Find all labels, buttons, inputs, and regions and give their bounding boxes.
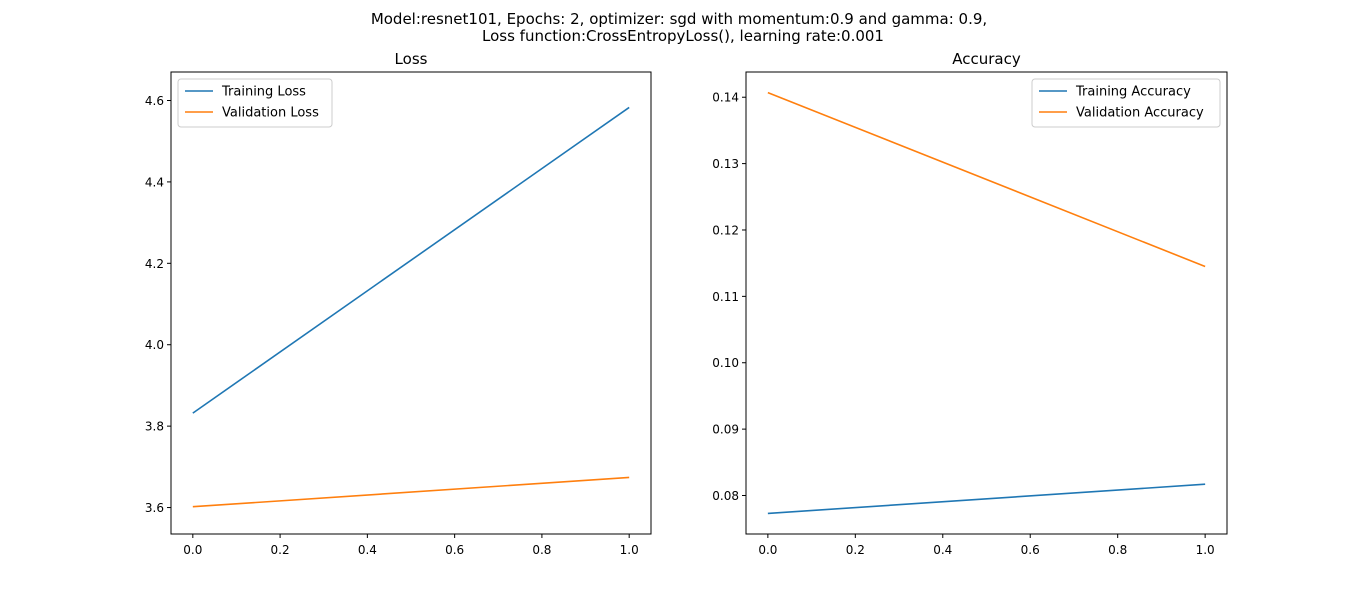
x-tick-label: 0.0 — [758, 543, 777, 557]
x-tick-label: 0.8 — [532, 543, 551, 557]
x-tick-label: 1.0 — [1196, 543, 1215, 557]
y-tick-label: 0.13 — [712, 157, 739, 171]
legend-label: Training Accuracy — [1075, 85, 1191, 100]
y-tick-label: 4.6 — [145, 94, 164, 108]
x-tick-label: 0.0 — [183, 543, 202, 557]
series-line-1 — [767, 483, 1206, 515]
y-tick-label: 0.11 — [712, 290, 739, 304]
y-tick-label: 4.2 — [145, 257, 164, 271]
x-tick-label: 0.4 — [358, 543, 377, 557]
legend: Training Loss Validation Loss — [177, 78, 333, 128]
chart-title: Loss — [395, 50, 428, 68]
y-tick-label: 0.10 — [712, 356, 739, 370]
x-tick-label: 1.0 — [620, 543, 639, 557]
suptitle-line-2: Loss function:CrossEntropyLoss(), learni… — [482, 27, 884, 45]
chart-title: Accuracy — [952, 50, 1021, 68]
y-tick-label: 4.4 — [145, 175, 164, 189]
x-tick-label: 0.2 — [271, 543, 290, 557]
x-tick-label: 0.6 — [445, 543, 464, 557]
y-tick-label: 4.0 — [145, 338, 164, 352]
y-tick-label: 0.08 — [712, 489, 739, 503]
plot-frame — [745, 71, 1228, 535]
x-tick-label: 0.4 — [933, 543, 952, 557]
x-tick-label: 0.6 — [1021, 543, 1040, 557]
loss-chart: Loss 0.0 0.2 0.4 0.6 0.8 1.0 3.6 3.8 4.0 4.2 4.4 4.6… — [145, 50, 652, 557]
plot-frame — [170, 71, 652, 535]
legend-label: Training Loss — [221, 85, 306, 100]
suptitle-line-1: Model:resnet101, Epochs: 2, optimizer: s… — [371, 10, 987, 28]
series-line-1 — [192, 106, 630, 414]
series-line-2 — [192, 476, 630, 508]
legend-box — [177, 78, 333, 128]
x-tick-label: 0.2 — [846, 543, 865, 557]
legend-label: Validation Accuracy — [1076, 106, 1204, 121]
series-line-2 — [767, 91, 1206, 268]
legend-box — [1031, 78, 1221, 128]
x-tick-label: 0.8 — [1108, 543, 1127, 557]
y-tick-label: 3.6 — [145, 501, 164, 515]
legend: Training Accuracy Validation Accuracy — [1031, 78, 1221, 128]
legend-label: Validation Loss — [222, 106, 319, 121]
y-tick-label: 0.12 — [712, 223, 739, 237]
y-tick-label: 0.09 — [712, 423, 739, 437]
y-tick-label: 3.8 — [145, 420, 164, 434]
accuracy-chart: Accuracy 0.0 0.2 0.4 0.6 0.8 1.0 0.08 0.09 0.10 0.… — [712, 50, 1228, 557]
y-tick-label: 0.14 — [712, 91, 739, 105]
